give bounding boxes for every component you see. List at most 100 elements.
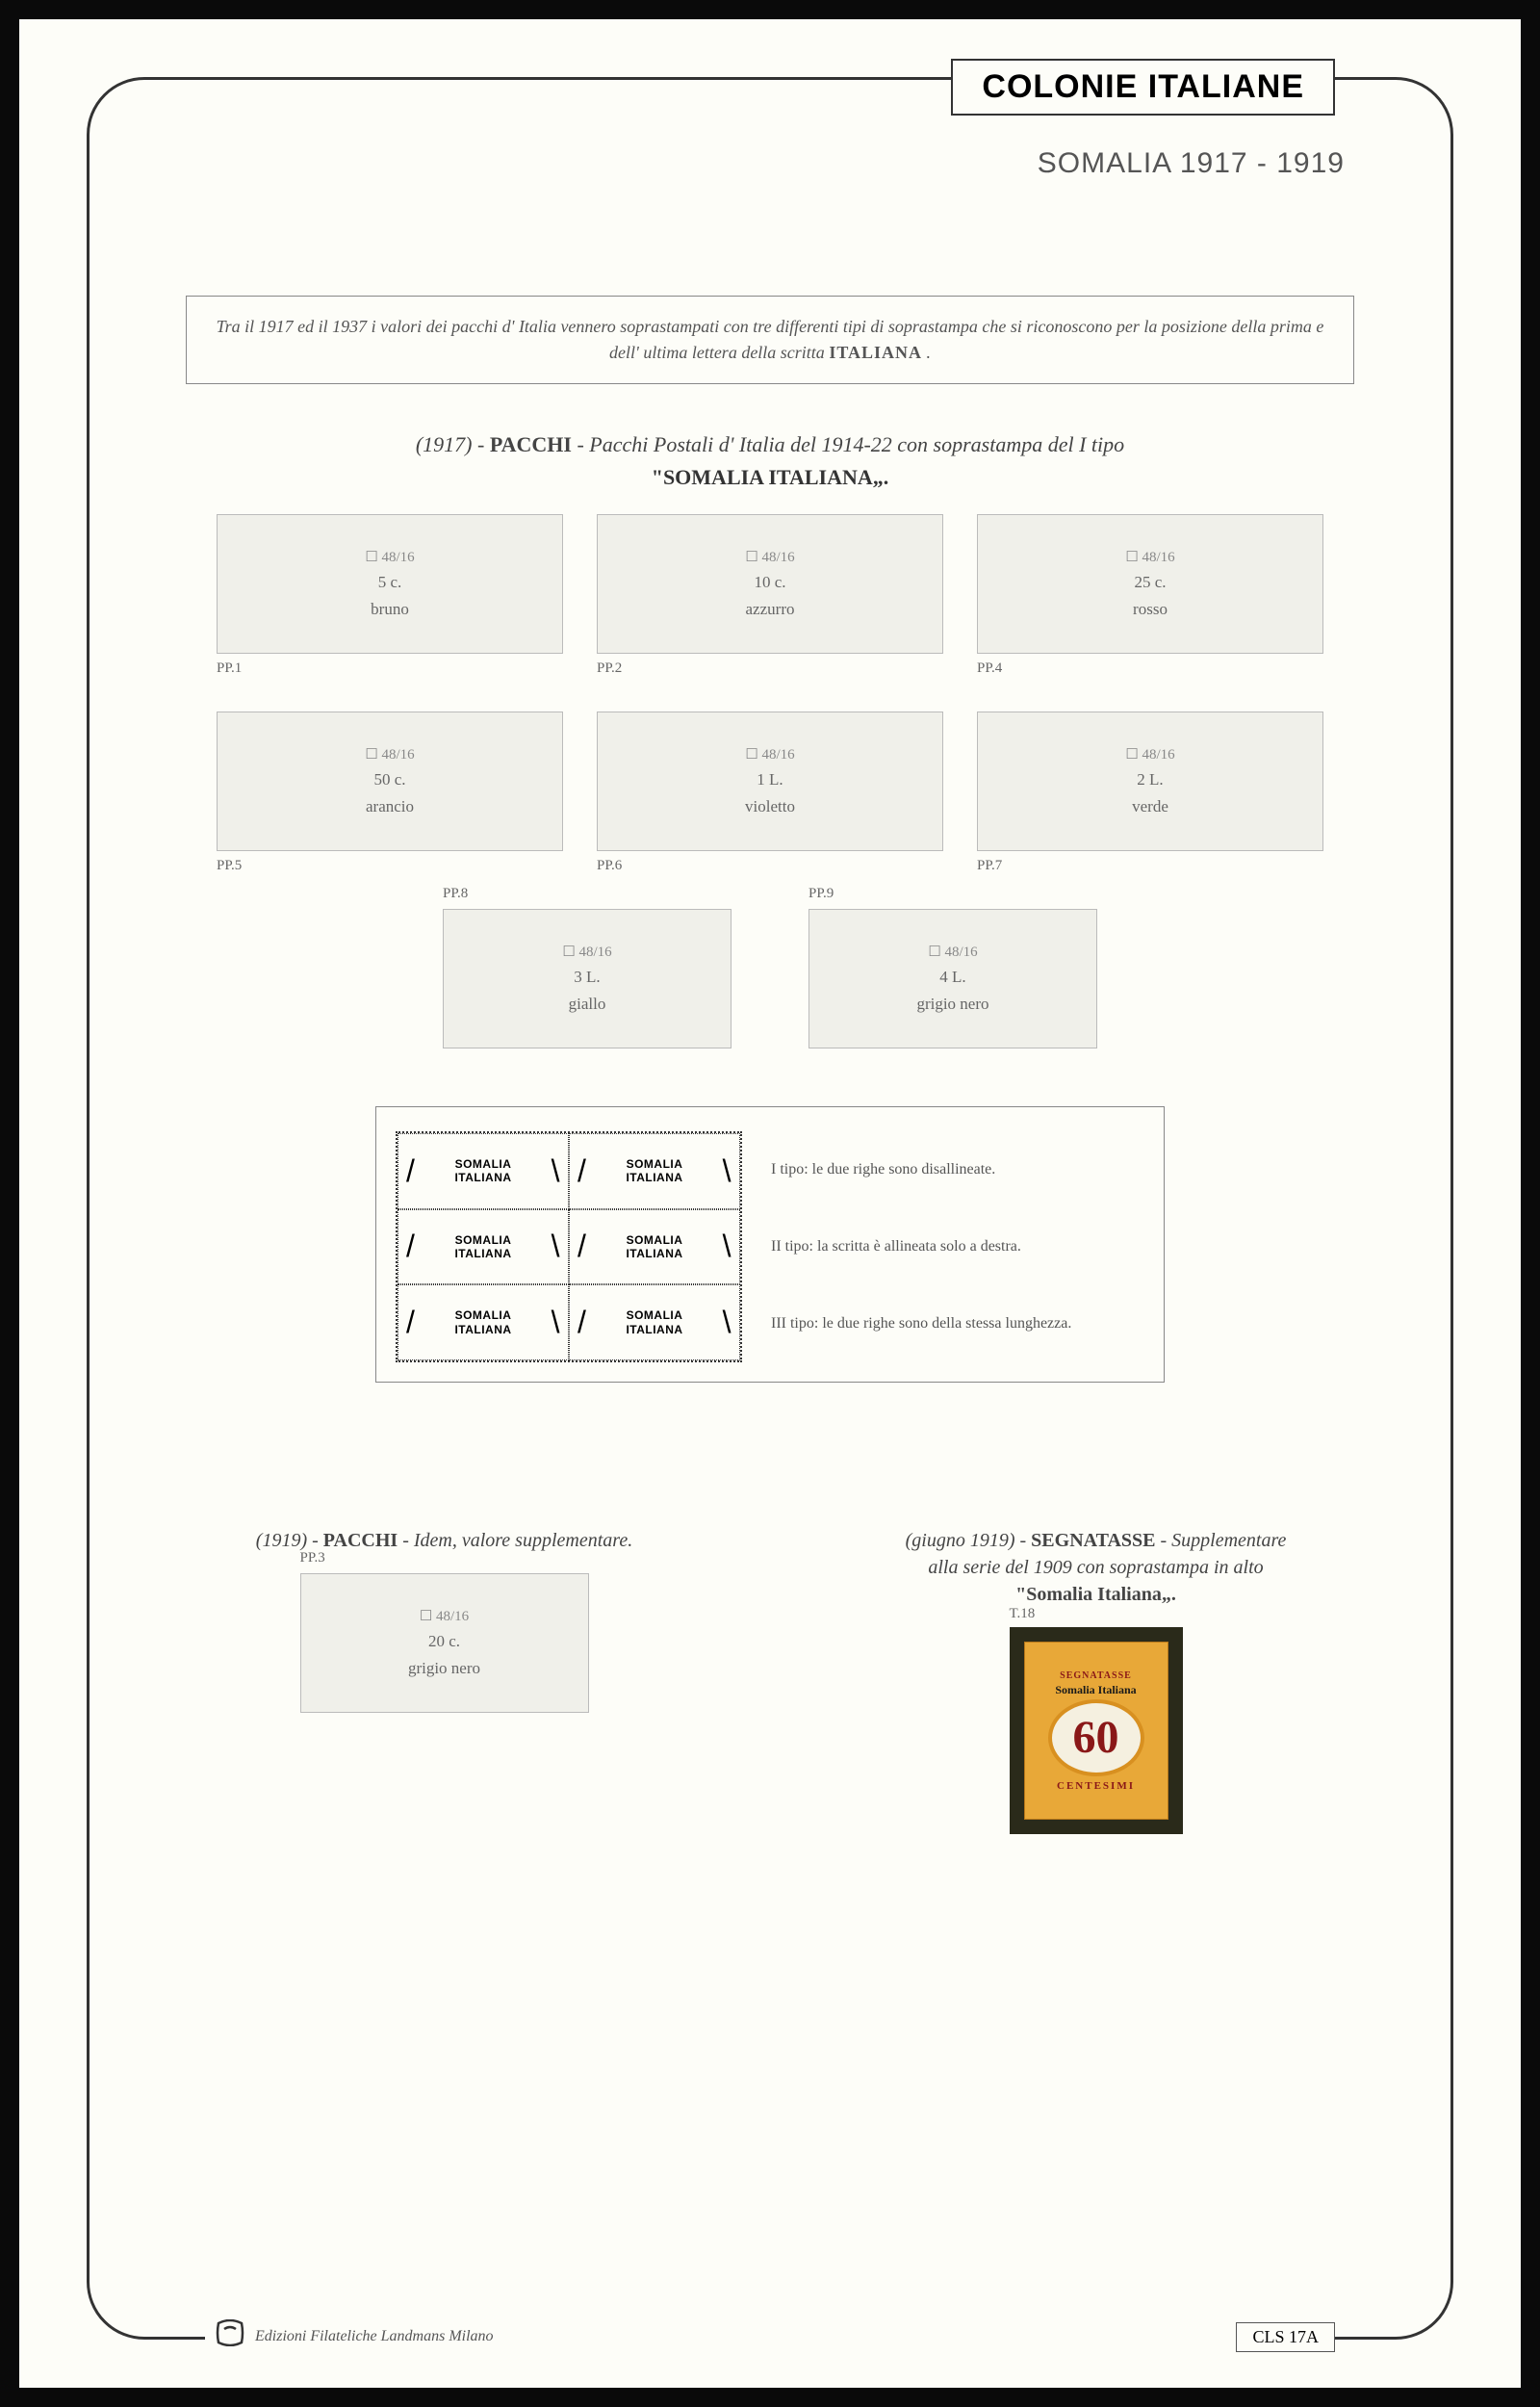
type-desc-1: I tipo: le due righe sono disallineate. [771, 1161, 1144, 1178]
cell-l2: ITALIANA [454, 1171, 511, 1184]
cell-l1: SOMALIA [627, 1233, 683, 1247]
bottom-left-column: (1919) - PACCHI - Idem, valore supplemen… [147, 1527, 741, 1713]
stamp-slot: ☐ 48/16 25 c. rosso [977, 514, 1323, 654]
types-cell: /SOMALIAITALIANA\ [398, 1133, 569, 1209]
slot-dim: ☐ 48/16 [365, 743, 414, 766]
stamp-slot: ☐ 48/16 3 L. giallo [443, 909, 732, 1048]
types-descriptions: I tipo: le due righe sono disallineate. … [771, 1131, 1144, 1362]
slot-dim: ☐ 48/16 [928, 941, 977, 964]
slot-label: PP.1 [217, 660, 242, 677]
intro-text-before: Tra il 1917 ed il 1937 i valori dei pacc… [217, 317, 1324, 362]
slot-row-2: ☐ 48/16 50 c. arancio PP.5 ☐ 48/16 1 L. … [147, 712, 1393, 851]
slot-wrap: ☐ 48/16 1 L. violetto PP.6 [597, 712, 943, 851]
slot-value: 20 c. [428, 1628, 460, 1654]
types-cell: /SOMALIAITALIANA\ [569, 1133, 740, 1209]
slot-label: PP.4 [977, 660, 1002, 677]
stamp-slot: ☐ 48/16 50 c. arancio [217, 712, 563, 851]
slot-wrap: PP.8 ☐ 48/16 3 L. giallo [443, 909, 732, 1048]
bl-rest: - Idem, valore supplementare. [398, 1530, 632, 1551]
br-bold: SEGNATASSE [1031, 1530, 1155, 1551]
cell-l2: ITALIANA [454, 1323, 511, 1336]
cell-l2: ITALIANA [454, 1247, 511, 1260]
s1-rest: - Pacchi Postali d' Italia del 1914-22 c… [572, 432, 1124, 456]
slot-color: rosso [1133, 596, 1168, 622]
slot-color: arancio [366, 793, 414, 819]
footer-left: Edizioni Filateliche Landmans Milano [205, 2319, 503, 2354]
slot-value: 5 c. [378, 569, 402, 595]
bottom-right-column: (giugno 1919) - SEGNATASSE - Supplementa… [799, 1527, 1393, 1834]
bottom-area: (1919) - PACCHI - Idem, valore supplemen… [147, 1527, 1393, 1834]
slot-wrap: ☐ 48/16 25 c. rosso PP.4 [977, 514, 1323, 654]
slot-color: verde [1132, 793, 1168, 819]
publisher-logo-icon [215, 2319, 245, 2354]
page-subtitle: SOMALIA 1917 - 1919 [147, 147, 1345, 180]
page-code: CLS 17A [1236, 2322, 1335, 2352]
cell-l1: SOMALIA [455, 1233, 512, 1247]
slot-dim: ☐ 48/16 [562, 941, 611, 964]
slot-wrap: PP.9 ☐ 48/16 4 L. grigio nero [808, 909, 1097, 1048]
section1-title: (1917) - PACCHI - Pacchi Postali d' Ital… [147, 432, 1393, 457]
types-cell: /SOMALIAITALIANA\ [398, 1209, 569, 1285]
s1-prefix: (1917) - [416, 432, 490, 456]
stamp-image: SEGNATASSE Somalia Italiana 60 CENTESIMI [1024, 1642, 1168, 1820]
slot-label: PP.8 [443, 886, 468, 902]
bl-prefix: (1919) - [256, 1530, 323, 1551]
slot-wrap: PP.3 ☐ 48/16 20 c. grigio nero [300, 1573, 589, 1713]
slot-value: 3 L. [574, 964, 600, 990]
stamp-bottom-text: CENTESIMI [1057, 1780, 1135, 1792]
slot-label: PP.7 [977, 858, 1002, 874]
type-desc-3: III tipo: le due righe sono della stessa… [771, 1315, 1144, 1333]
slot-color: grigio nero [916, 991, 988, 1017]
page-frame: COLONIE ITALIANE SOMALIA 1917 - 1919 Tra… [87, 77, 1453, 2340]
slot-wrap: ☐ 48/16 10 c. azzurro PP.2 [597, 514, 943, 654]
slot-row-3: PP.8 ☐ 48/16 3 L. giallo PP.9 ☐ 48/16 4 … [147, 909, 1393, 1048]
br-prefix: (giugno 1919) - [906, 1530, 1032, 1551]
types-cell: /SOMALIAITALIANA\ [398, 1284, 569, 1360]
slot-wrap: ☐ 48/16 5 c. bruno PP.1 [217, 514, 563, 654]
header-title-box: COLONIE ITALIANE [951, 59, 1335, 116]
types-cell: /SOMALIAITALIANA\ [569, 1284, 740, 1360]
slot-dim: ☐ 48/16 [745, 743, 794, 766]
bottom-right-title: (giugno 1919) - SEGNATASSE - Supplementa… [894, 1527, 1298, 1608]
br-quote: "Somalia Italiana„. [1015, 1584, 1176, 1605]
slot-label: PP.5 [217, 858, 242, 874]
slot-label: PP.9 [808, 886, 834, 902]
slot-value: 4 L. [939, 964, 965, 990]
types-grid: /SOMALIAITALIANA\ /SOMALIAITALIANA\ /SOM… [396, 1131, 742, 1362]
stamp-value: 60 [1048, 1699, 1144, 1776]
stamp-slot: ☐ 48/16 4 L. grigio nero [808, 909, 1097, 1048]
intro-text-after: . [927, 343, 932, 362]
slot-value: 1 L. [757, 766, 783, 792]
stamp-slot: ☐ 48/16 5 c. bruno [217, 514, 563, 654]
stamp-mount: T.18 SEGNATASSE Somalia Italiana 60 CENT… [1010, 1627, 1183, 1834]
slot-value: 50 c. [373, 766, 405, 792]
cell-l2: ITALIANA [626, 1171, 682, 1184]
stamp-slot: ☐ 48/16 20 c. grigio nero [300, 1573, 589, 1713]
slot-wrap: ☐ 48/16 50 c. arancio PP.5 [217, 712, 563, 851]
type-desc-2: II tipo: la scritta è allineata solo a d… [771, 1238, 1144, 1255]
slot-color: azzurro [746, 596, 795, 622]
cell-l1: SOMALIA [627, 1157, 683, 1171]
slot-row-1: ☐ 48/16 5 c. bruno PP.1 ☐ 48/16 10 c. az… [147, 514, 1393, 654]
header-title: COLONIE ITALIANE [982, 68, 1304, 105]
cell-l2: ITALIANA [626, 1247, 682, 1260]
slot-dim: ☐ 48/16 [1125, 546, 1174, 569]
cell-l1: SOMALIA [455, 1308, 512, 1322]
slot-color: violetto [745, 793, 795, 819]
slot-wrap: ☐ 48/16 2 L. verde PP.7 [977, 712, 1323, 851]
cell-l2: ITALIANA [626, 1323, 682, 1336]
bl-bold: PACCHI [323, 1530, 398, 1551]
s1-bold: PACCHI [490, 432, 572, 456]
stamp-slot: ☐ 48/16 10 c. azzurro [597, 514, 943, 654]
slot-label: PP.6 [597, 858, 622, 874]
types-box: /SOMALIAITALIANA\ /SOMALIAITALIANA\ /SOM… [375, 1106, 1165, 1383]
slot-label: PP.3 [300, 1550, 325, 1566]
slot-dim: ☐ 48/16 [1125, 743, 1174, 766]
slot-dim: ☐ 48/16 [420, 1605, 469, 1628]
intro-bold: ITALIANA [829, 343, 922, 362]
slot-value: 10 c. [754, 569, 785, 595]
album-page: COLONIE ITALIANE SOMALIA 1917 - 1919 Tra… [19, 19, 1521, 2388]
slot-dim: ☐ 48/16 [745, 546, 794, 569]
stamp-slot: ☐ 48/16 1 L. violetto [597, 712, 943, 851]
slot-value: 25 c. [1134, 569, 1166, 595]
